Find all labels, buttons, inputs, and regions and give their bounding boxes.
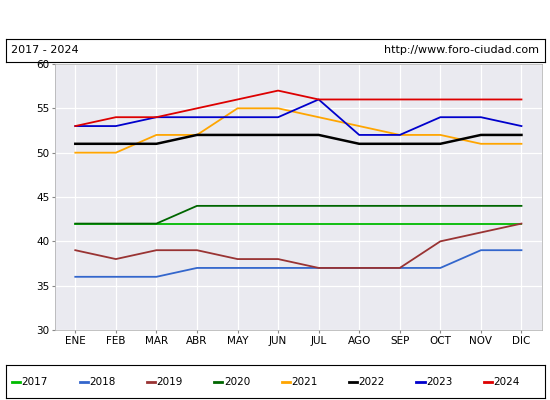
Text: 2018: 2018	[89, 377, 116, 386]
Text: 2022: 2022	[359, 377, 385, 386]
Text: 2020: 2020	[224, 377, 250, 386]
Text: 2023: 2023	[426, 377, 452, 386]
Text: 2021: 2021	[291, 377, 317, 386]
Text: Evolucion num de emigrantes en Aldeamayor de San Martín: Evolucion num de emigrantes en Aldeamayo…	[54, 11, 496, 27]
Text: 2019: 2019	[156, 377, 183, 386]
Text: 2017: 2017	[21, 377, 48, 386]
Text: 2024: 2024	[493, 377, 520, 386]
Text: 2017 - 2024: 2017 - 2024	[11, 45, 79, 55]
Text: http://www.foro-ciudad.com: http://www.foro-ciudad.com	[384, 45, 539, 55]
